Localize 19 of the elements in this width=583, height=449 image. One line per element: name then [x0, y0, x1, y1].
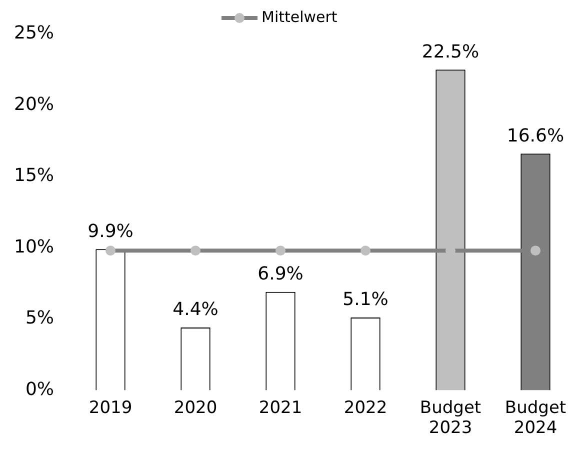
y-tick-label: 25%: [14, 22, 54, 44]
x-tick-label: 2022: [344, 398, 388, 418]
data-label: 5.1%: [342, 289, 388, 310]
y-tick-label: 5%: [25, 308, 54, 329]
data-label: 4.4%: [172, 299, 218, 320]
data-label: 22.5%: [422, 41, 480, 62]
x-tick-label: Budget 2024: [504, 398, 566, 438]
legend-label: Mittelwert: [262, 8, 338, 26]
x-tick-label: Budget 2023: [420, 398, 482, 438]
x-tick-label: 2020: [174, 398, 218, 418]
y-tick-label: 10%: [14, 236, 54, 258]
y-tick-label: 15%: [14, 165, 54, 186]
data-label: 16.6%: [506, 125, 564, 146]
y-tick-label: 0%: [25, 378, 54, 400]
data-label: 6.9%: [258, 264, 304, 285]
x-tick-label: 2021: [258, 398, 302, 418]
x-tick-label: 2019: [88, 398, 132, 418]
y-tick-label: 20%: [14, 94, 54, 115]
data-label: 9.9%: [88, 220, 134, 242]
